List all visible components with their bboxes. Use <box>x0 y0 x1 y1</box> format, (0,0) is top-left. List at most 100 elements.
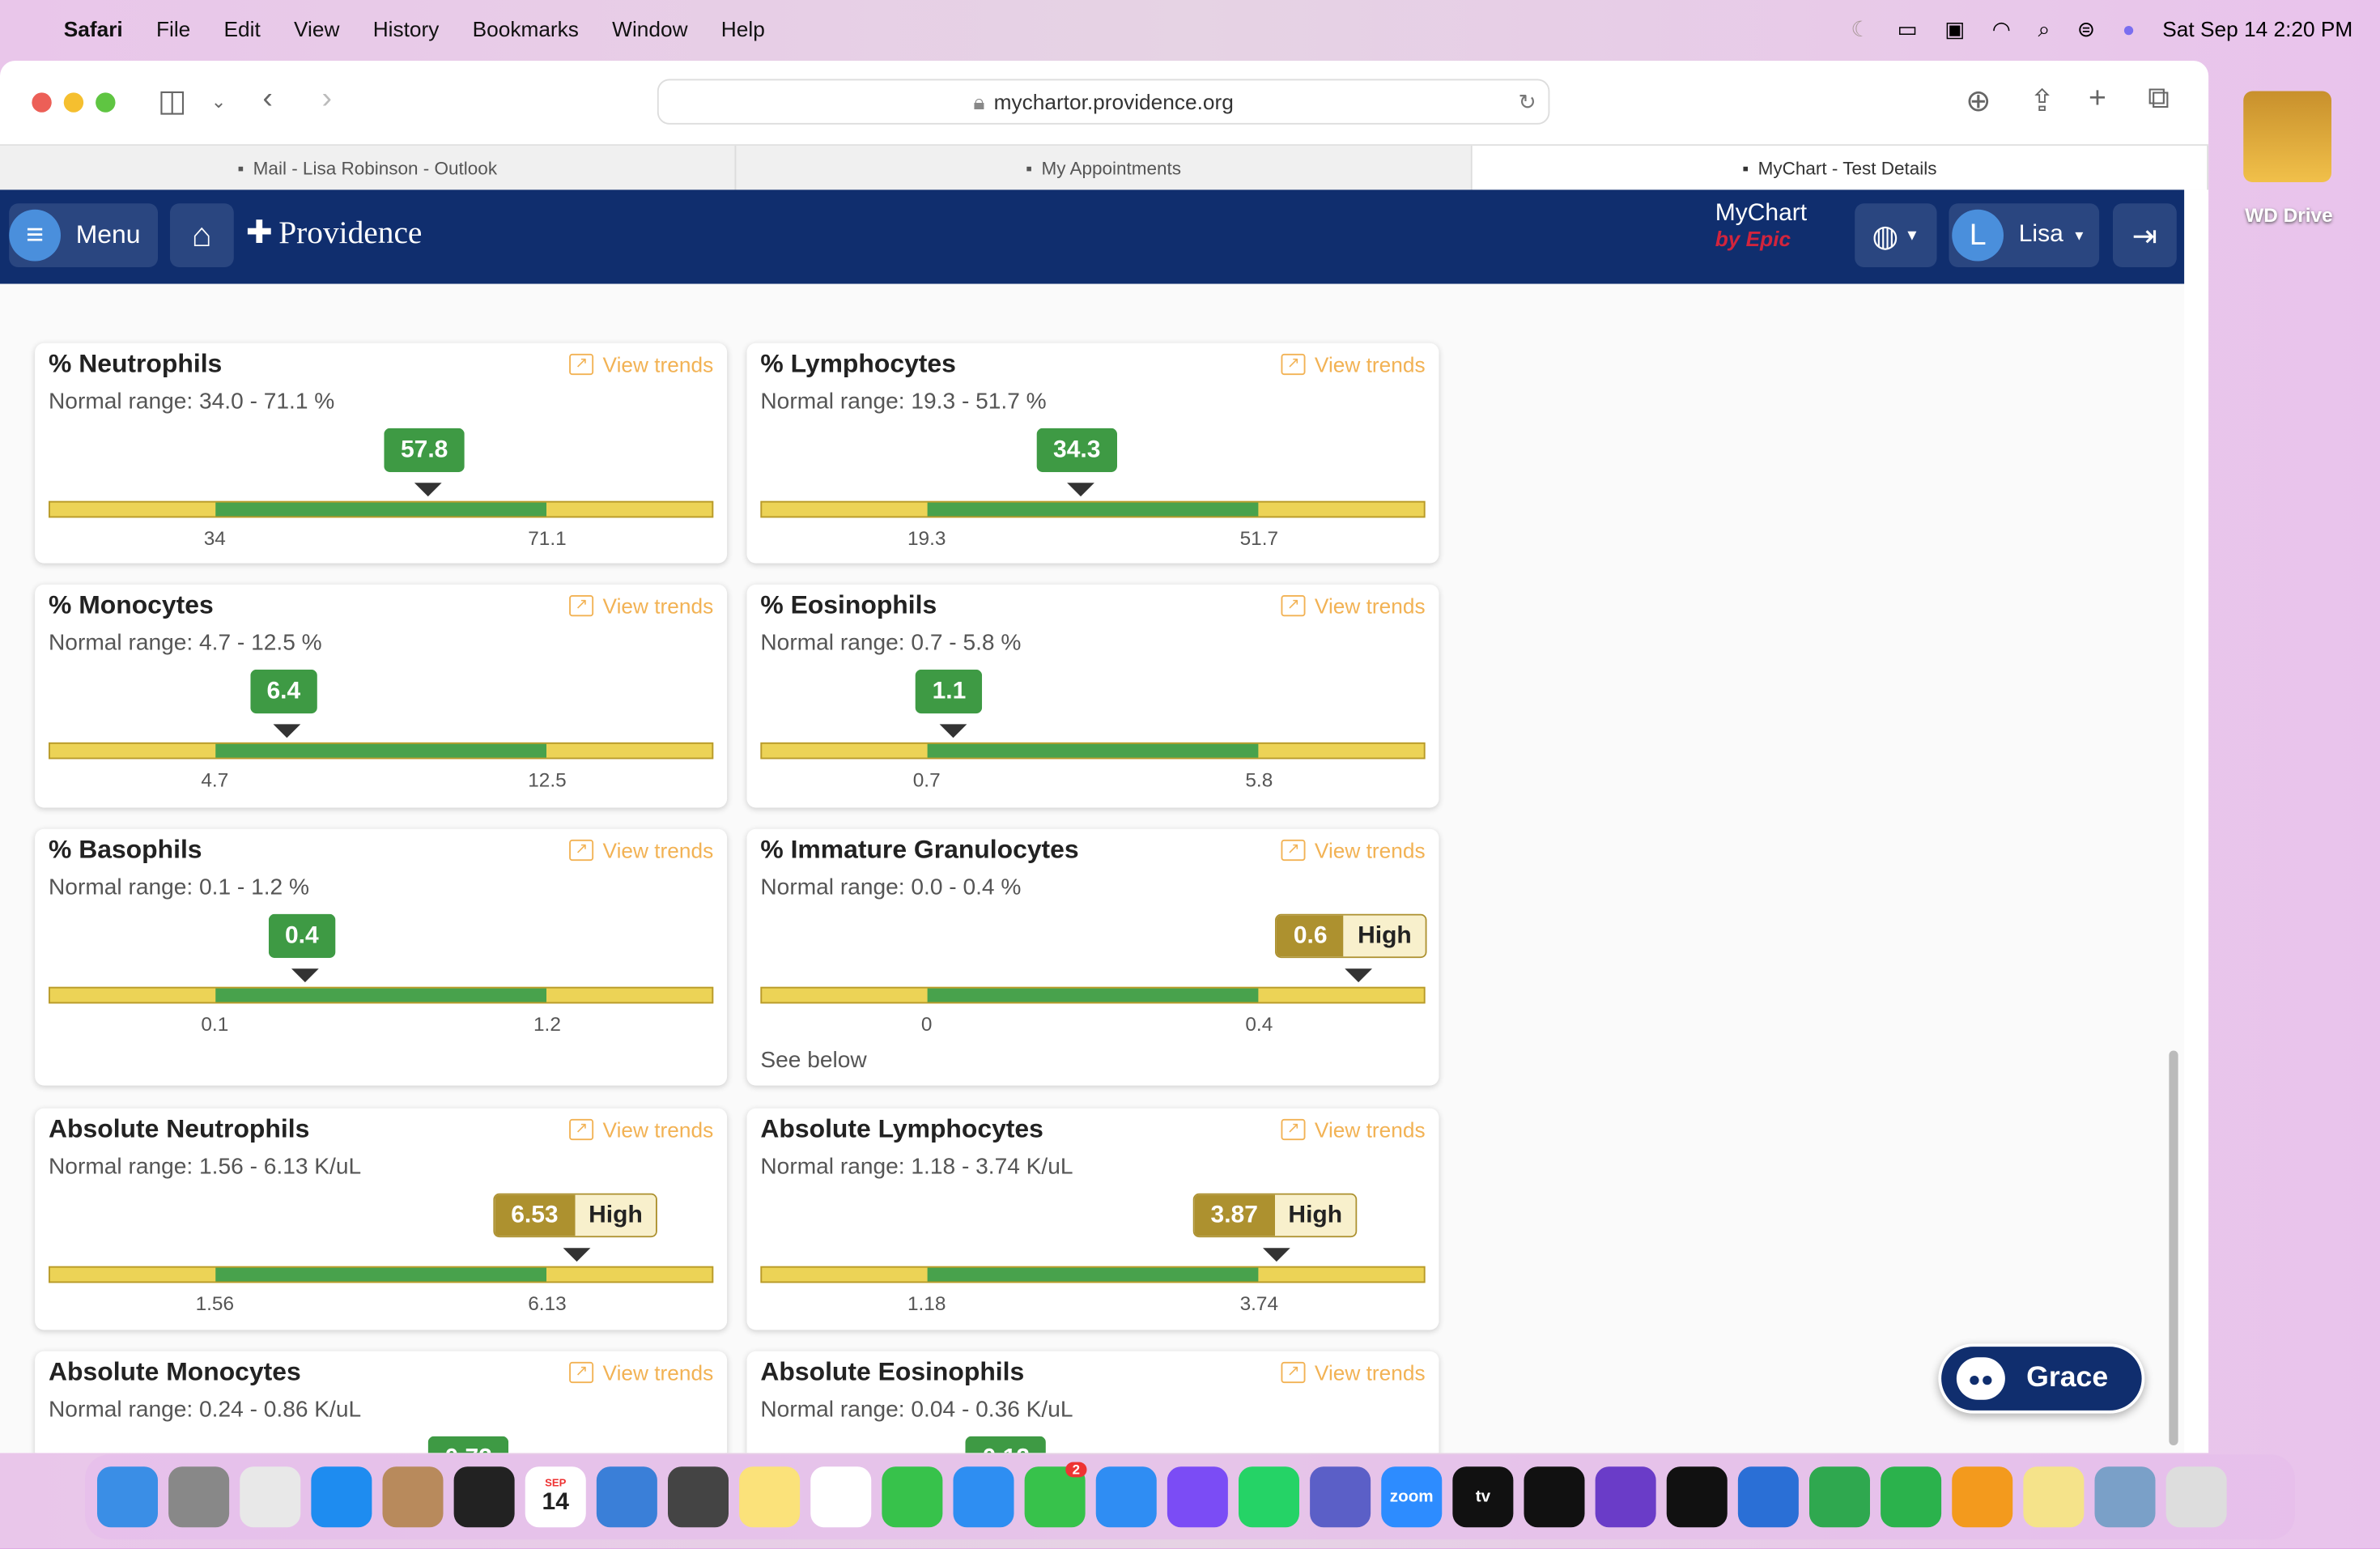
user-menu-button[interactable]: L Lisa ▼ <box>1949 203 2100 267</box>
wifi-icon[interactable]: ◠ <box>1991 15 2011 40</box>
scrivener-app-icon[interactable] <box>1809 1466 1870 1528</box>
logout-button[interactable]: ⇥ <box>2113 203 2177 267</box>
voice-memos-app-icon[interactable] <box>1666 1466 1728 1528</box>
menu-app[interactable]: Safari <box>63 16 123 41</box>
status-area: ☾ ▭ ▣ ◠ ⌕ ⊜ ● Sat Sep 14 2:20 PM <box>1851 0 2352 57</box>
forward-icon[interactable]: › <box>321 82 333 116</box>
clock[interactable]: Sat Sep 14 2:20 PM <box>2162 16 2353 41</box>
display-icon[interactable]: ▣ <box>1944 15 1966 40</box>
back-icon[interactable]: ‹ <box>262 82 273 116</box>
menu-view[interactable]: View <box>294 16 340 41</box>
app-store-app-icon[interactable] <box>311 1466 372 1528</box>
focus-moon-icon[interactable]: ☾ <box>1851 15 1870 40</box>
view-trends-link[interactable]: ↗ View trends <box>1281 594 1426 618</box>
menu-window[interactable]: Window <box>612 16 688 41</box>
grace-chat-button[interactable]: ●● Grace <box>1938 1343 2145 1414</box>
minimize-button[interactable] <box>63 92 84 113</box>
menu-edit[interactable]: Edit <box>223 16 261 41</box>
launchpad-app-icon[interactable] <box>240 1466 301 1528</box>
pages-app-icon[interactable] <box>1952 1466 2013 1528</box>
view-trends-link[interactable]: ↗ View trends <box>1281 352 1426 377</box>
trash-app-icon[interactable] <box>2165 1466 2227 1528</box>
menu-button[interactable]: ≡ Menu <box>9 203 158 267</box>
calculator-app-icon[interactable] <box>668 1466 729 1528</box>
messenger-app-icon[interactable] <box>1167 1466 1228 1528</box>
whatsapp-app-icon[interactable] <box>1239 1466 1299 1528</box>
finder-app-icon[interactable] <box>97 1466 158 1528</box>
lock-icon: 🔒︎ <box>973 88 985 113</box>
menu-bookmarks[interactable]: Bookmarks <box>472 16 579 41</box>
menu-help[interactable]: Help <box>720 16 765 41</box>
contacts-app-icon[interactable] <box>382 1466 444 1528</box>
reload-icon[interactable]: ↻ <box>1518 88 1536 113</box>
range-low-label: 34 <box>203 526 226 550</box>
share-icon[interactable]: ⇪ <box>2029 85 2055 119</box>
wd-drive-icon[interactable]: WD Drive <box>2243 91 2335 227</box>
view-trends-link[interactable]: ↗ View trends <box>569 838 713 862</box>
home-button[interactable]: ⌂ <box>170 203 234 267</box>
result-card: % Neutrophils ↗ View trends Normal range: 3… <box>35 343 728 564</box>
teams-app-icon[interactable] <box>1310 1466 1371 1528</box>
browser-tab[interactable]: ▪ Mail - Lisa Robinson - Outlook <box>0 146 737 190</box>
chevron-down-icon[interactable]: ⌄ <box>210 91 227 113</box>
close-button[interactable] <box>32 92 52 113</box>
weather-app-icon[interactable] <box>596 1466 657 1528</box>
safari-app-icon[interactable] <box>1095 1466 1157 1528</box>
imovie-app-icon[interactable] <box>1595 1466 1656 1528</box>
calendar-app-icon[interactable]: SEP 14 <box>525 1466 586 1528</box>
view-trends-link[interactable]: ↗ View trends <box>569 594 713 618</box>
value-marker-icon <box>1262 1248 1290 1262</box>
sidebar-icon[interactable]: ◫ <box>158 85 187 119</box>
range-low-label: 19.3 <box>907 526 946 550</box>
numbers-app-icon[interactable] <box>1881 1466 1942 1528</box>
view-trends-link[interactable]: ↗ View trends <box>569 1117 713 1142</box>
apple-tv-app-icon[interactable]: tv <box>1452 1466 1514 1528</box>
downloads-icon[interactable]: ⊕ <box>1966 85 1991 119</box>
mail-app-icon[interactable] <box>953 1466 1014 1528</box>
tab-favicon-icon: ▪ <box>237 157 244 179</box>
search-icon[interactable]: ⌕ <box>2038 15 2051 40</box>
language-button[interactable]: ◍ ▼ <box>1855 203 1937 267</box>
system-settings-app-icon[interactable] <box>168 1466 230 1528</box>
range-high-label: 51.7 <box>1239 526 1279 550</box>
result-title: % Immature Granulocytes <box>760 835 1079 864</box>
taskheat-app-icon[interactable] <box>1737 1466 1799 1528</box>
stickies-app-icon[interactable] <box>2023 1466 2085 1528</box>
zoom-app-icon[interactable]: zoom <box>1381 1466 1443 1528</box>
normal-range: Normal range: 0.0 - 0.4 % <box>760 875 1022 900</box>
address-bar[interactable]: 🔒︎ mychartor.providence.org ↻ <box>657 79 1550 125</box>
range-bar <box>760 500 1426 518</box>
chat-bot-icon: ●● <box>1956 1357 2005 1400</box>
view-trends-link[interactable]: ↗ View trends <box>1281 1360 1426 1385</box>
view-trends-link[interactable]: ↗ View trends <box>569 352 713 377</box>
browser-tab[interactable]: ▪ My Appointments <box>736 146 1473 190</box>
calendar-month: SEP <box>545 1478 567 1489</box>
hamburger-icon: ≡ <box>9 209 61 262</box>
calendar-day: 14 <box>542 1488 569 1515</box>
preview-app-icon[interactable] <box>2094 1466 2156 1528</box>
zoom-button[interactable] <box>96 92 116 113</box>
view-trends-link[interactable]: ↗ View trends <box>569 1360 713 1385</box>
messages-app-icon[interactable]: 2 <box>1024 1462 1086 1528</box>
photos-app-icon[interactable] <box>810 1466 872 1528</box>
browser-tab[interactable]: ▪ MyChart - Test Details <box>1472 146 2209 190</box>
menu-history[interactable]: History <box>372 16 440 41</box>
notes-app-icon[interactable] <box>739 1466 801 1528</box>
view-trends-link[interactable]: ↗ View trends <box>1281 838 1426 862</box>
scrollbar[interactable] <box>2169 1050 2178 1445</box>
battery-icon[interactable]: ▭ <box>1897 15 1918 40</box>
clock-app-icon[interactable] <box>453 1466 515 1528</box>
providence-logo[interactable]: ✚ Providence <box>246 214 423 252</box>
menu-file[interactable]: File <box>155 16 191 41</box>
spotify-app-icon[interactable] <box>1524 1466 1585 1528</box>
new-tab-icon[interactable]: + <box>2089 82 2106 116</box>
result-title: % Basophils <box>49 835 202 864</box>
tab-overview-icon[interactable]: ⧉ <box>2148 82 2170 116</box>
facetime-app-icon[interactable] <box>882 1466 943 1528</box>
drive-label: WD Drive <box>2245 203 2333 227</box>
siri-icon[interactable]: ● <box>2122 16 2136 41</box>
result-value: 6.53 <box>494 1194 576 1236</box>
logout-icon: ⇥ <box>2131 219 2158 253</box>
view-trends-link[interactable]: ↗ View trends <box>1281 1117 1426 1142</box>
control-center-icon[interactable]: ⊜ <box>2076 15 2095 40</box>
